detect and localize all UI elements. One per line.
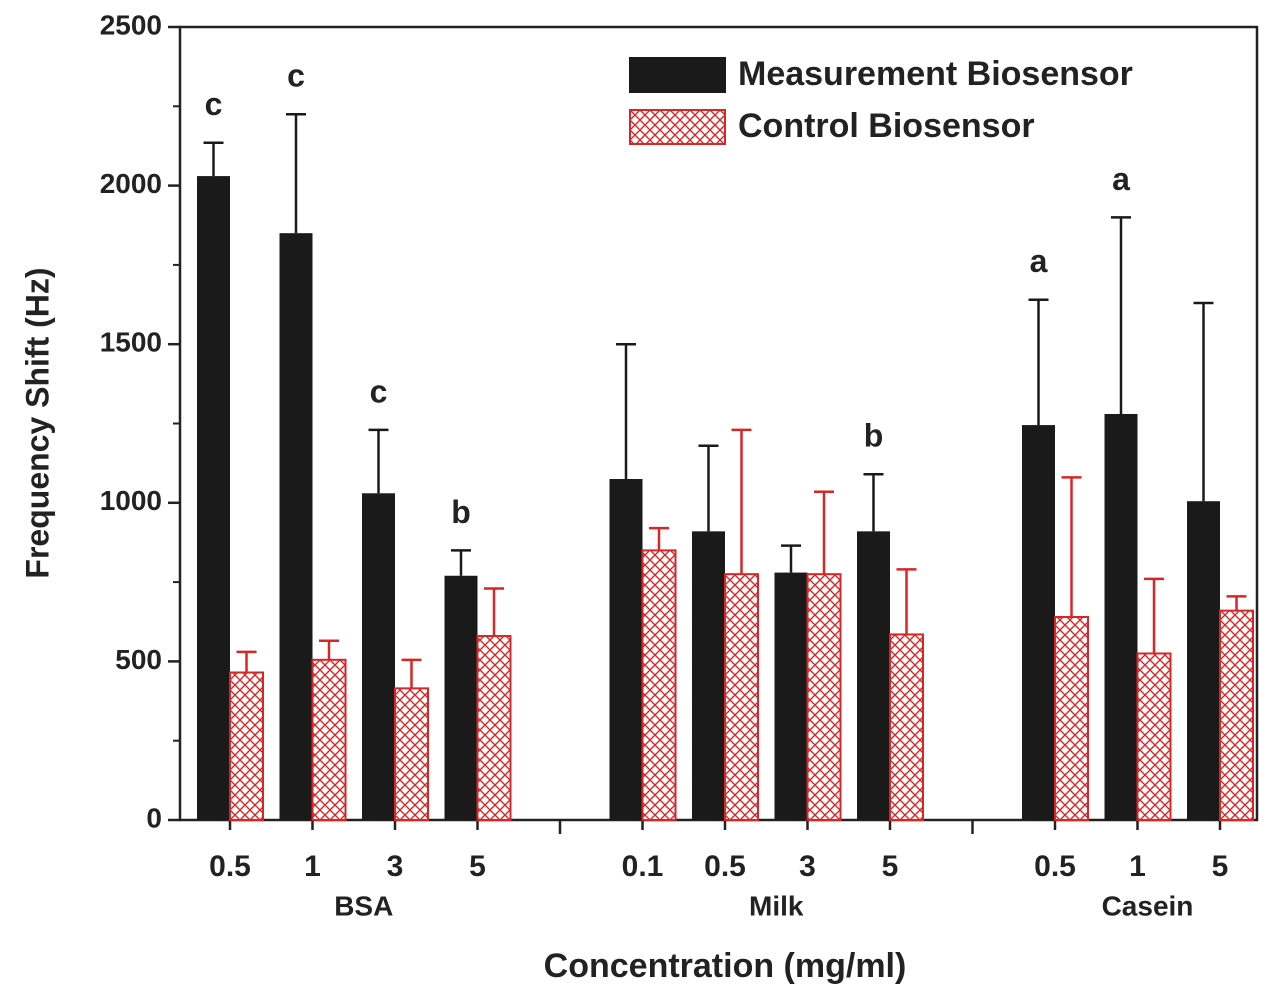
significance-letter: c bbox=[205, 86, 223, 122]
legend-label: Measurement Biosensor bbox=[738, 55, 1133, 93]
bar bbox=[1054, 615, 1089, 821]
x-tick-label: 0.5 bbox=[1034, 850, 1076, 883]
bar bbox=[774, 572, 808, 820]
significance-letter: b bbox=[451, 494, 471, 530]
bar bbox=[394, 687, 429, 821]
x-tick-label: 3 bbox=[799, 850, 816, 883]
significance-letter: a bbox=[1112, 161, 1130, 197]
x-tick-label: 0.5 bbox=[209, 850, 251, 883]
bar bbox=[806, 573, 842, 821]
bar bbox=[476, 635, 512, 821]
x-tick-label: 0.5 bbox=[704, 850, 746, 883]
legend-swatch bbox=[629, 109, 726, 145]
x-tick-label: 0.1 bbox=[622, 850, 664, 883]
x-tick-label: 5 bbox=[1212, 850, 1229, 883]
bar bbox=[1187, 501, 1220, 820]
bar bbox=[444, 575, 478, 820]
x-tick-label: 1 bbox=[1129, 850, 1146, 883]
bar bbox=[641, 549, 677, 821]
x-tick-label: 1 bbox=[304, 850, 321, 883]
bar bbox=[362, 493, 395, 820]
legend-swatch bbox=[629, 57, 726, 93]
bar bbox=[229, 671, 264, 822]
y-tick-label: 1000 bbox=[100, 485, 162, 516]
y-tick-label: 2000 bbox=[100, 168, 162, 199]
bar bbox=[857, 531, 890, 820]
y-tick-label: 2500 bbox=[100, 9, 162, 40]
bar bbox=[889, 633, 924, 821]
bar bbox=[1104, 413, 1138, 820]
y-tick-label: 0 bbox=[146, 802, 162, 833]
significance-letter: a bbox=[1030, 243, 1048, 279]
x-axis-label: Concentration (mg/ml) bbox=[544, 947, 907, 985]
group-label: Casein bbox=[1102, 890, 1194, 921]
bar bbox=[1136, 652, 1172, 821]
y-tick-label: 500 bbox=[115, 644, 162, 675]
bar bbox=[1022, 425, 1055, 820]
x-tick-label: 5 bbox=[882, 850, 899, 883]
bar bbox=[279, 233, 313, 820]
group-label: BSA bbox=[334, 890, 393, 921]
bar bbox=[692, 531, 725, 820]
bar bbox=[311, 658, 347, 822]
x-tick-label: 5 bbox=[469, 850, 486, 883]
bar bbox=[197, 176, 230, 821]
significance-letter: c bbox=[370, 373, 388, 409]
legend-label: Control Biosensor bbox=[738, 107, 1035, 145]
bar bbox=[724, 573, 759, 821]
group-label: Milk bbox=[749, 890, 804, 921]
significance-letter: b bbox=[864, 418, 884, 454]
x-tick-label: 3 bbox=[387, 850, 404, 883]
y-tick-label: 1500 bbox=[100, 327, 162, 358]
y-axis-label: Frequency Shift (Hz) bbox=[19, 267, 55, 578]
bar bbox=[609, 479, 643, 820]
significance-letter: c bbox=[287, 58, 305, 94]
bar bbox=[1219, 609, 1254, 822]
